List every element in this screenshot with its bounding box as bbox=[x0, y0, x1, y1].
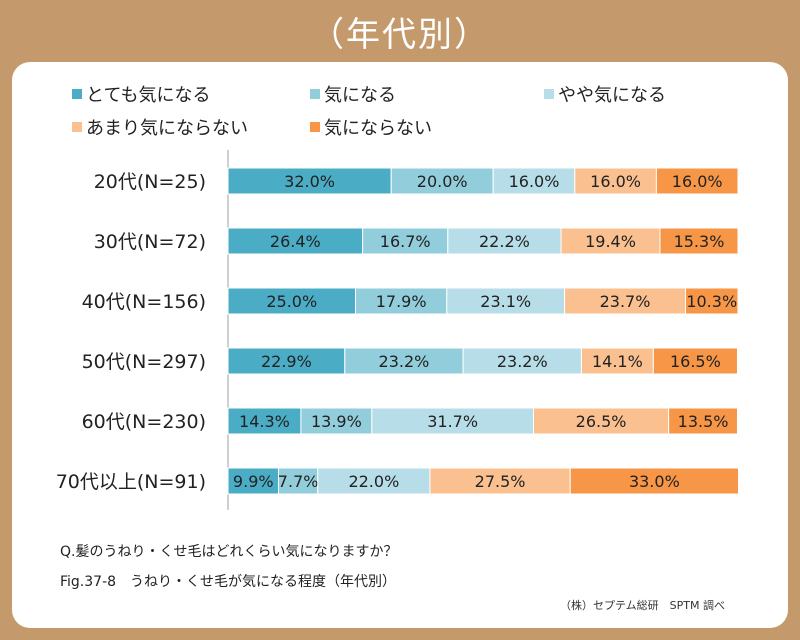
data-label: 23.2% bbox=[497, 352, 548, 371]
data-label: 16.5% bbox=[670, 352, 721, 371]
data-label: 23.2% bbox=[379, 352, 430, 371]
bar-segment bbox=[446, 287, 566, 315]
bar-segment bbox=[390, 167, 494, 195]
bar-segment bbox=[668, 407, 738, 435]
bar-segment bbox=[371, 407, 534, 435]
data-label: 22.9% bbox=[261, 352, 312, 371]
data-label: 31.7% bbox=[427, 412, 478, 431]
data-label: 7.7% bbox=[278, 472, 319, 491]
legend-label: とても気になる bbox=[86, 85, 211, 106]
data-label: 16.0% bbox=[590, 172, 641, 191]
data-label: 23.1% bbox=[480, 292, 531, 311]
legend-swatch bbox=[72, 122, 82, 132]
legend-label: 気になる bbox=[324, 85, 396, 106]
data-label: 14.1% bbox=[592, 352, 643, 371]
bar-segment bbox=[532, 407, 670, 435]
legend-item-concerned: 気になる bbox=[310, 81, 396, 107]
data-label: 16.0% bbox=[672, 172, 723, 191]
legend-item-not-very-concerned: あまり気にならない bbox=[72, 114, 248, 140]
bar-segment bbox=[429, 467, 571, 495]
bar-segment bbox=[659, 227, 739, 255]
bar-segment bbox=[560, 227, 661, 255]
bar-segment bbox=[574, 167, 657, 195]
bar-segment bbox=[227, 287, 356, 315]
data-label: 17.9% bbox=[376, 292, 427, 311]
data-label: 32.0% bbox=[284, 172, 335, 191]
bar-segment bbox=[580, 347, 654, 375]
data-label: 10.3% bbox=[686, 292, 737, 311]
question-text: Q.髪のうねり・くせ毛はどれくらい気になりますか？ bbox=[60, 544, 398, 560]
data-label: 19.4% bbox=[585, 232, 636, 251]
title-banner: （年代別） bbox=[0, 0, 800, 62]
bar-segment bbox=[564, 287, 686, 315]
bar-segment bbox=[569, 467, 740, 495]
category-label: 70代以上(N=91) bbox=[56, 471, 206, 493]
legend-label: 気にならない bbox=[324, 118, 432, 139]
legend-swatch bbox=[310, 122, 320, 132]
data-label: 14.3% bbox=[239, 412, 290, 431]
legend-swatch bbox=[310, 89, 320, 99]
bar-segment bbox=[655, 167, 739, 195]
data-label: 33.0% bbox=[629, 472, 680, 491]
chart-title: （年代別） bbox=[310, 14, 490, 55]
category-label: 40代(N=156) bbox=[82, 291, 206, 313]
bar-segment bbox=[227, 227, 364, 255]
bar-segment bbox=[355, 287, 448, 315]
data-label: 26.5% bbox=[576, 412, 627, 431]
bar-segment bbox=[227, 347, 346, 375]
legend-label: やや気になる bbox=[558, 85, 666, 106]
bar-segment bbox=[227, 467, 279, 495]
bar-segment bbox=[447, 227, 562, 255]
legend-item-very-concerned: とても気になる bbox=[72, 81, 211, 107]
bar-segment bbox=[227, 167, 392, 195]
data-label: 13.5% bbox=[678, 412, 729, 431]
category-label: 30代(N=72) bbox=[94, 231, 206, 253]
data-label: 13.9% bbox=[311, 412, 362, 431]
legend-swatch bbox=[72, 89, 82, 99]
credit-text: （株）セプテム総研 SPTM 調べ bbox=[560, 599, 725, 612]
legend-item-somewhat-concerned: やや気になる bbox=[544, 81, 666, 107]
chart-panel bbox=[12, 62, 788, 628]
data-label: 25.0% bbox=[266, 292, 317, 311]
bar-segment bbox=[684, 287, 739, 315]
data-label: 16.7% bbox=[380, 232, 431, 251]
bar-segment bbox=[362, 227, 449, 255]
bar-segment bbox=[652, 347, 738, 375]
bar-segment bbox=[492, 167, 576, 195]
bar-segment bbox=[317, 467, 431, 495]
data-label: 22.2% bbox=[479, 232, 530, 251]
data-label: 16.0% bbox=[509, 172, 560, 191]
bar-segment bbox=[227, 407, 302, 435]
legend-item-not-concerned: 気にならない bbox=[310, 114, 432, 140]
data-label: 23.7% bbox=[600, 292, 651, 311]
data-label: 15.3% bbox=[674, 232, 725, 251]
category-label: 60代(N=230) bbox=[82, 411, 206, 433]
category-label: 50代(N=297) bbox=[82, 351, 206, 373]
data-label: 27.5% bbox=[475, 472, 526, 491]
bar-segment bbox=[300, 407, 373, 435]
legend-swatch bbox=[544, 89, 554, 99]
figure-caption: Fig.37-8 うねり・くせ毛が気になる程度（年代別） bbox=[60, 574, 397, 590]
category-label: 20代(N=25) bbox=[94, 171, 206, 193]
data-label: 26.4% bbox=[270, 232, 321, 251]
data-label: 9.9% bbox=[233, 472, 274, 491]
data-label: 22.0% bbox=[348, 472, 399, 491]
data-label: 20.0% bbox=[417, 172, 468, 191]
legend-label: あまり気にならない bbox=[86, 118, 248, 139]
